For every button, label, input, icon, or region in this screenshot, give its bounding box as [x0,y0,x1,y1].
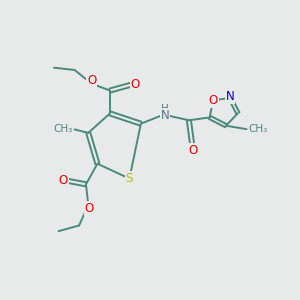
Text: H: H [161,104,169,114]
Text: O: O [87,74,96,87]
Text: O: O [130,78,140,91]
Text: O: O [189,143,198,157]
Text: O: O [58,174,68,188]
Text: CH₃: CH₃ [249,124,268,134]
Text: N: N [160,109,169,122]
Text: S: S [126,172,133,185]
Text: N: N [226,90,235,104]
Text: CH₃: CH₃ [53,124,72,134]
Text: O: O [85,202,94,215]
Text: O: O [208,94,218,107]
